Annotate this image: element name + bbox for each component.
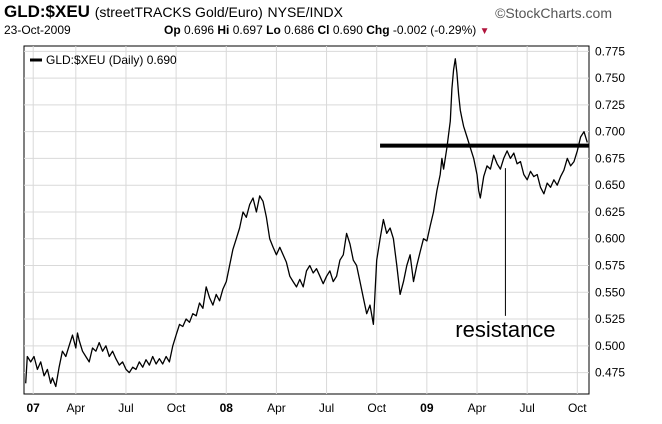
y-tick-label: 0.675 — [595, 151, 625, 165]
x-tick-label: Oct — [367, 401, 386, 415]
brand-logo[interactable]: ©StockCharts.com — [495, 5, 612, 21]
high-label: Hi — [217, 23, 230, 37]
chart-title: GLD:$XEU (streetTRACKS Gold/Euro) NYSE/I… — [4, 2, 343, 22]
y-tick-label: 0.625 — [595, 205, 625, 219]
legend-entry: GLD:$XEU (Daily) 0.690 — [46, 53, 177, 67]
y-tick-label: 0.700 — [595, 125, 625, 139]
y-tick-label: 0.550 — [595, 285, 625, 299]
resistance-label: resistance — [455, 317, 555, 342]
x-tick-label: Jul — [319, 401, 334, 415]
low-label: Lo — [266, 23, 281, 37]
y-tick-label: 0.575 — [595, 259, 625, 273]
close-label: Cl — [317, 23, 330, 37]
low-value: 0.686 — [284, 23, 315, 37]
change-down-arrow-icon: ▼ — [479, 26, 490, 37]
y-tick-label: 0.525 — [595, 312, 625, 326]
y-tick-label: 0.725 — [595, 98, 625, 112]
open-label: Op — [164, 23, 181, 37]
symbol: GLD:$XEU — [4, 2, 90, 21]
quote-values: Op 0.696 Hi 0.697 Lo 0.686 Cl 0.690 Chg … — [164, 23, 490, 37]
y-tick-label: 0.500 — [595, 339, 625, 353]
high-value: 0.697 — [232, 23, 263, 37]
x-tick-label: 07 — [27, 401, 41, 415]
x-tick-label: Oct — [568, 401, 587, 415]
close-value: 0.690 — [332, 23, 363, 37]
y-tick-label: 0.650 — [595, 178, 625, 192]
plot-area — [23, 45, 590, 395]
exchange: NYSE/INDX — [267, 4, 343, 20]
change-value: -0.002 (-0.29%) — [392, 23, 477, 37]
x-tick-label: 09 — [420, 401, 434, 415]
x-axis-ticks: 07 Apr Jul Oct 08 Apr Jul Oct 09 Apr Jul Oct — [27, 401, 588, 415]
symbol-description: (streetTRACKS Gold/Euro) — [94, 4, 263, 20]
x-tick-label: Jul — [519, 401, 534, 415]
y-axis-ticks: 0.775 0.750 0.725 0.700 0.675 0.650 0.625 0.600… — [595, 44, 625, 379]
x-tick-label: Apr — [66, 401, 85, 415]
x-tick-label: Jul — [118, 401, 133, 415]
x-tick-label: Apr — [267, 401, 286, 415]
x-tick-label: 08 — [220, 401, 234, 415]
y-tick-label: 0.600 — [595, 232, 625, 246]
y-tick-label: 0.750 — [595, 71, 625, 85]
grid — [24, 46, 589, 394]
x-tick-label: Apr — [468, 401, 487, 415]
price-series-line — [25, 58, 588, 388]
open-value: 0.696 — [184, 23, 215, 37]
y-tick-label: 0.775 — [595, 44, 625, 58]
quote-date: 23-Oct-2009 — [4, 23, 71, 37]
x-tick-label: Oct — [167, 401, 186, 415]
y-tick-label: 0.475 — [595, 366, 625, 380]
change-label: Chg — [366, 23, 390, 37]
